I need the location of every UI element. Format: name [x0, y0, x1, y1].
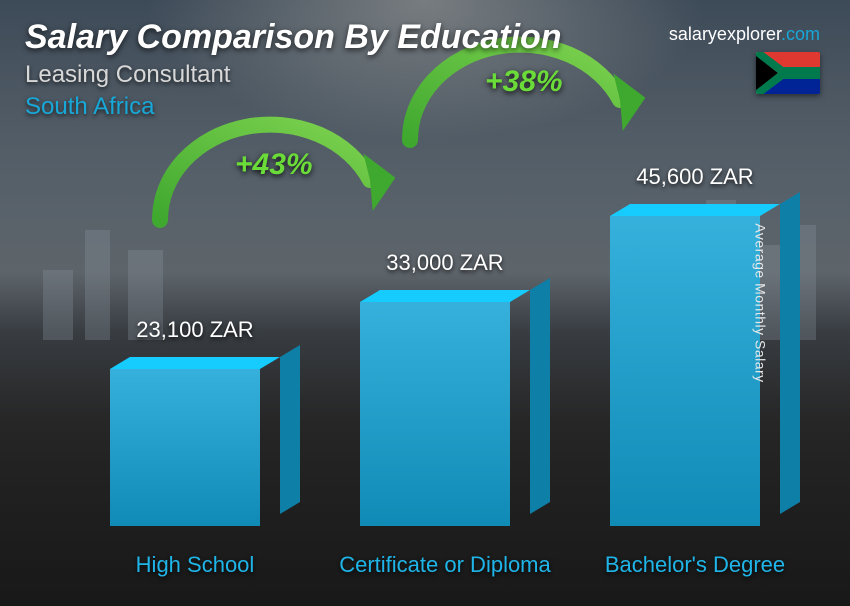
bar-top — [610, 204, 780, 216]
country-name: South Africa — [25, 93, 825, 121]
bar-label: Bachelor's Degree — [585, 552, 805, 578]
flag-icon — [756, 52, 820, 94]
bar-side — [780, 192, 800, 514]
percentage-increase: +43% — [235, 148, 313, 182]
bar-front — [610, 216, 760, 526]
bar-front — [110, 369, 260, 526]
bar-label: High School — [85, 552, 305, 578]
site-name: salaryexplorer — [669, 24, 781, 44]
site-branding: salaryexplorer.com — [669, 24, 820, 45]
site-suffix: .com — [781, 24, 820, 44]
bar — [110, 369, 280, 526]
job-title: Leasing Consultant — [25, 61, 825, 89]
bar-group: 23,100 ZAR — [100, 369, 290, 526]
bar-side — [280, 345, 300, 514]
bar-label: Certificate or Diploma — [335, 552, 555, 578]
y-axis-label: Average Monthly Salary — [752, 223, 768, 382]
bar-value: 23,100 ZAR — [100, 317, 290, 343]
bar-value: 33,000 ZAR — [350, 250, 540, 276]
bar-group: 33,000 ZAR — [350, 302, 540, 526]
bar-value: 45,600 ZAR — [600, 164, 790, 190]
bar-top — [110, 357, 280, 369]
bar — [360, 302, 530, 526]
bar-side — [530, 278, 550, 514]
bar-top — [360, 290, 530, 302]
bar-front — [360, 302, 510, 526]
